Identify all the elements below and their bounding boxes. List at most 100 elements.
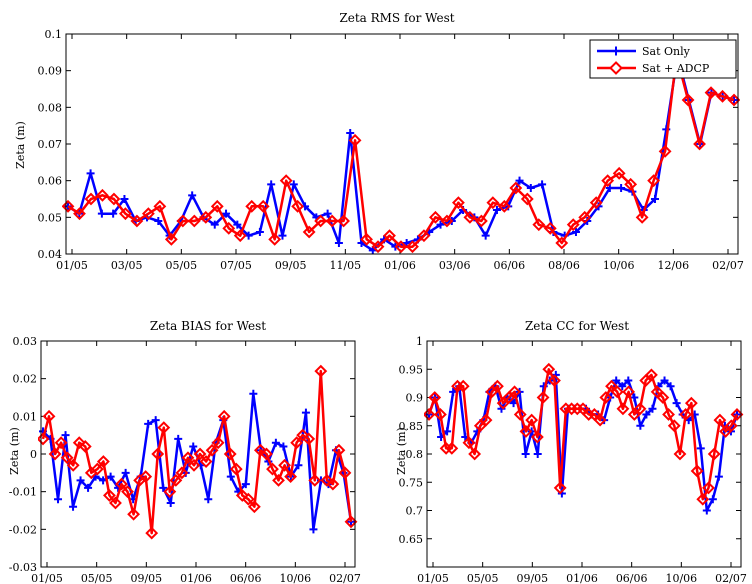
rms-xtick-label: 01/06: [384, 259, 416, 272]
rms-point-sat-adcp: [704, 86, 718, 100]
cc-panel: Zeta CC for West Zeta (m) 0.65 0.7 0.75 0.8…: [395, 319, 747, 584]
cc-point-sat-adcp: [690, 464, 704, 478]
cc-ylabel: Zeta (m): [395, 427, 408, 475]
bias-point-sat-adcp: [290, 436, 304, 450]
bias-xtick-label: 09/05: [130, 572, 162, 584]
rms-point-sat-adcp: [130, 214, 144, 228]
rms-point-sat-only: [109, 209, 118, 218]
rms-point-sat-adcp: [440, 214, 454, 228]
rms-point-sat-adcp: [141, 207, 155, 221]
bias-point-sat-adcp: [296, 428, 310, 442]
bias-point-sat-adcp: [211, 436, 225, 450]
cc-xtick-label: 10/06: [665, 572, 697, 584]
rms-point-sat-adcp: [486, 196, 500, 210]
bias-point-sat-adcp: [121, 485, 134, 499]
cc-point-sat-adcp: [525, 413, 539, 427]
cc-point-sat-only: [630, 393, 639, 402]
cc-point-sat-only: [648, 404, 657, 413]
bias-point-sat-adcp: [54, 436, 68, 450]
rms-point-sat-adcp: [360, 232, 373, 246]
bias-ytick-label: -0.03: [9, 561, 37, 574]
rms-point-sat-adcp: [543, 221, 557, 235]
rms-point-sat-adcp: [406, 240, 419, 254]
cc-point-sat-adcp: [479, 413, 493, 427]
cc-xtick-label: 01/05: [417, 572, 449, 584]
rms-point-sat-adcp: [314, 214, 328, 228]
cc-point-sat-adcp: [724, 419, 738, 433]
rms-point-sat-only: [278, 231, 287, 240]
rms-point-sat-adcp: [566, 218, 580, 232]
bias-point-sat-adcp: [326, 477, 340, 491]
rms-xtick-label: 08/06: [548, 259, 580, 272]
rms-point-sat-only: [617, 184, 626, 192]
cc-point-sat-adcp: [428, 391, 442, 404]
rms-point-sat-adcp: [233, 229, 247, 243]
rms-point-sat-only: [120, 195, 129, 203]
legend-marker-sat-adcp: [609, 61, 623, 75]
bias-point-sat-adcp: [48, 447, 62, 461]
rms-point-sat-adcp: [107, 192, 121, 206]
rms-xtick-label: 11/05: [329, 259, 361, 272]
cc-ytick-label: 0.95: [399, 363, 424, 376]
rms-point-sat-only: [526, 184, 535, 192]
bias-point-sat-only: [301, 408, 310, 417]
bias-point-sat-only: [249, 389, 258, 398]
cc-point-sat-adcp: [433, 408, 447, 421]
rms-point-sat-adcp: [635, 210, 649, 224]
rms-point-sat-adcp: [371, 240, 385, 254]
rms-point-sat-adcp: [118, 207, 132, 221]
bias-point-sat-adcp: [223, 447, 237, 461]
bias-point-sat-adcp: [235, 489, 249, 502]
bias-ytick-label: 0.01: [13, 410, 38, 423]
rms-point-sat-adcp: [153, 199, 167, 213]
bias-point-sat-only: [279, 442, 288, 451]
rms-point-sat-adcp: [520, 192, 534, 206]
bias-xtick-label: 02/07: [329, 572, 361, 584]
rms-series-line-sat-adcp: [67, 54, 735, 248]
cc-point-sat-only: [642, 410, 651, 419]
rms-xtick-label: 10/06: [603, 259, 635, 272]
cc-ytick-label: 1: [416, 335, 423, 348]
rms-point-sat-adcp: [463, 210, 477, 224]
cc-point-sat-adcp: [702, 481, 715, 495]
bias-point-sat-adcp: [260, 447, 273, 461]
bias-point-sat-adcp: [217, 409, 231, 423]
bias-xtick-label: 10/06: [279, 572, 311, 584]
bias-point-sat-adcp: [72, 436, 86, 450]
bias-point-sat-adcp: [175, 466, 189, 480]
rms-point-sat-adcp: [73, 207, 86, 221]
rms-point-sat-only: [334, 239, 343, 247]
bias-point-sat-adcp: [205, 443, 219, 457]
bias-point-sat-adcp: [103, 489, 116, 502]
bias-xtick-label: 01/06: [180, 572, 212, 584]
bias-point-sat-adcp: [127, 507, 141, 521]
rms-point-sat-adcp: [555, 236, 569, 250]
cc-point-sat-adcp: [593, 413, 607, 427]
cc-ytick-label: 0.9: [406, 392, 424, 405]
rms-point-sat-adcp: [348, 133, 362, 147]
cc-point-sat-adcp: [542, 362, 556, 376]
cc-point-sat-only: [708, 495, 717, 504]
bias-point-sat-only: [241, 480, 250, 489]
rms-point-sat-only: [346, 129, 355, 137]
rms-series-line-sat-only: [67, 54, 735, 252]
cc-point-sat-adcp: [468, 447, 482, 461]
cc-point-sat-only: [624, 376, 633, 385]
bias-axes-frame: [40, 340, 356, 568]
bias-xtick-label: 01/05: [31, 572, 63, 584]
rms-point-sat-adcp: [532, 218, 546, 232]
bias-point-sat-adcp: [253, 443, 267, 457]
bias-point-sat-adcp: [139, 470, 153, 484]
bias-point-sat-only: [189, 442, 198, 451]
cc-point-sat-only: [666, 382, 675, 391]
rms-point-sat-only: [481, 231, 490, 240]
cc-xtick-label: 06/06: [616, 572, 648, 584]
cc-point-sat-adcp: [662, 408, 675, 421]
bias-point-sat-only: [159, 483, 168, 492]
cc-point-sat-adcp: [633, 402, 647, 416]
bias-point-sat-adcp: [157, 421, 171, 435]
bias-title: Zeta BIAS for West: [150, 319, 266, 333]
bias-point-sat-adcp: [272, 473, 285, 487]
rms-point-sat-adcp: [176, 214, 190, 228]
rms-point-sat-adcp: [394, 240, 408, 254]
